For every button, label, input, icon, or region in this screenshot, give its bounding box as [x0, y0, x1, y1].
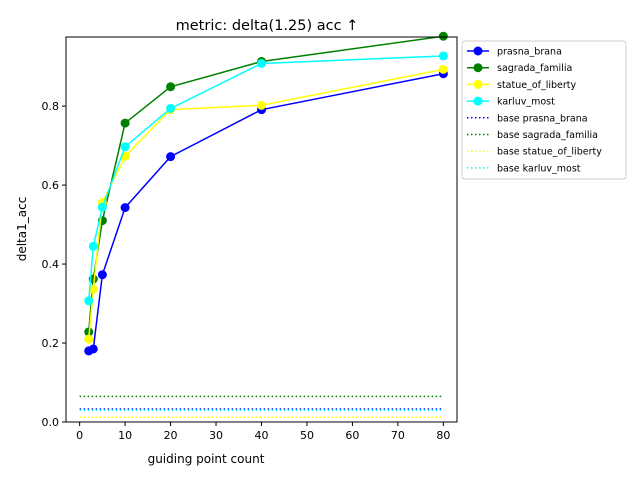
- data-point-karluv-most: [438, 51, 448, 61]
- legend-label-base-sagrada-familia: base sagrada_familia: [497, 130, 598, 141]
- legend-marker-prasna-brana: [473, 46, 483, 56]
- legend-label-karluv-most: karluv_most: [497, 97, 555, 108]
- legend-label-base-statue-of-liberty: base statue_of_liberty: [497, 147, 602, 158]
- legend-label-statue-of-liberty: statue_of_liberty: [497, 80, 577, 91]
- legend-box: [461, 40, 627, 180]
- x-axis-label: guiding point count: [148, 452, 265, 466]
- data-point-karluv-most: [257, 58, 266, 68]
- data-point-statue-of-liberty: [438, 64, 448, 74]
- x-tick-label: 10: [118, 429, 132, 442]
- x-tick-label: 30: [209, 429, 223, 442]
- x-tick-label: 20: [164, 429, 178, 442]
- data-point-karluv-most: [120, 142, 130, 152]
- data-point-prasna-brana: [97, 270, 107, 280]
- chart-title: metric: delta(1.25) acc ↑: [176, 18, 359, 34]
- data-point-sagrada-familia: [438, 31, 448, 41]
- y-tick-label: 0.4: [42, 258, 60, 271]
- legend-marker-karluv-most: [473, 96, 483, 106]
- data-point-statue-of-liberty: [257, 100, 266, 110]
- plot-area: [79, 31, 448, 419]
- axes: 0 10 20 30 40 50 60 70 80 0.0 0.2 0.4 0.6 0.8: [42, 36, 458, 442]
- x-tick-label: 50: [300, 429, 314, 442]
- x-tick-label: 80: [436, 429, 450, 442]
- data-point-statue-of-liberty: [88, 284, 98, 294]
- data-point-statue-of-liberty: [84, 334, 94, 344]
- x-tick-label: 60: [345, 429, 359, 442]
- legend-label-base-prasna-brana: base prasna_brana: [497, 113, 588, 124]
- data-point-sagrada-familia: [166, 82, 176, 92]
- legend-label-prasna-brana: prasna_brana: [497, 47, 562, 58]
- data-point-prasna-brana: [166, 152, 176, 162]
- x-tick-label: 40: [255, 429, 269, 442]
- y-tick-label: 0.8: [42, 100, 60, 113]
- y-tick-label: 0.0: [42, 416, 60, 429]
- legend-marker-statue-of-liberty: [473, 79, 483, 89]
- x-tick-label: 0: [76, 429, 83, 442]
- data-point-karluv-most: [97, 202, 107, 212]
- data-point-prasna-brana: [120, 203, 130, 213]
- legend-marker-sagrada-familia: [473, 63, 483, 73]
- legend-label-base-karluv-most: base karluv_most: [497, 163, 581, 174]
- data-point-sagrada-familia: [120, 118, 130, 128]
- data-point-karluv-most: [84, 296, 94, 306]
- data-point-prasna-brana: [88, 344, 98, 354]
- y-tick-label: 0.6: [42, 179, 60, 192]
- data-point-karluv-most: [166, 103, 176, 113]
- y-axis-label: delta1_acc: [15, 197, 29, 262]
- y-tick-label: 0.2: [42, 337, 60, 350]
- legend-label-sagrada-familia: sagrada_familia: [497, 63, 572, 74]
- x-tick-label: 70: [391, 429, 405, 442]
- data-point-karluv-most: [88, 241, 98, 251]
- legend: prasna_brana sagrada_familia statue_of_lib…: [461, 40, 627, 180]
